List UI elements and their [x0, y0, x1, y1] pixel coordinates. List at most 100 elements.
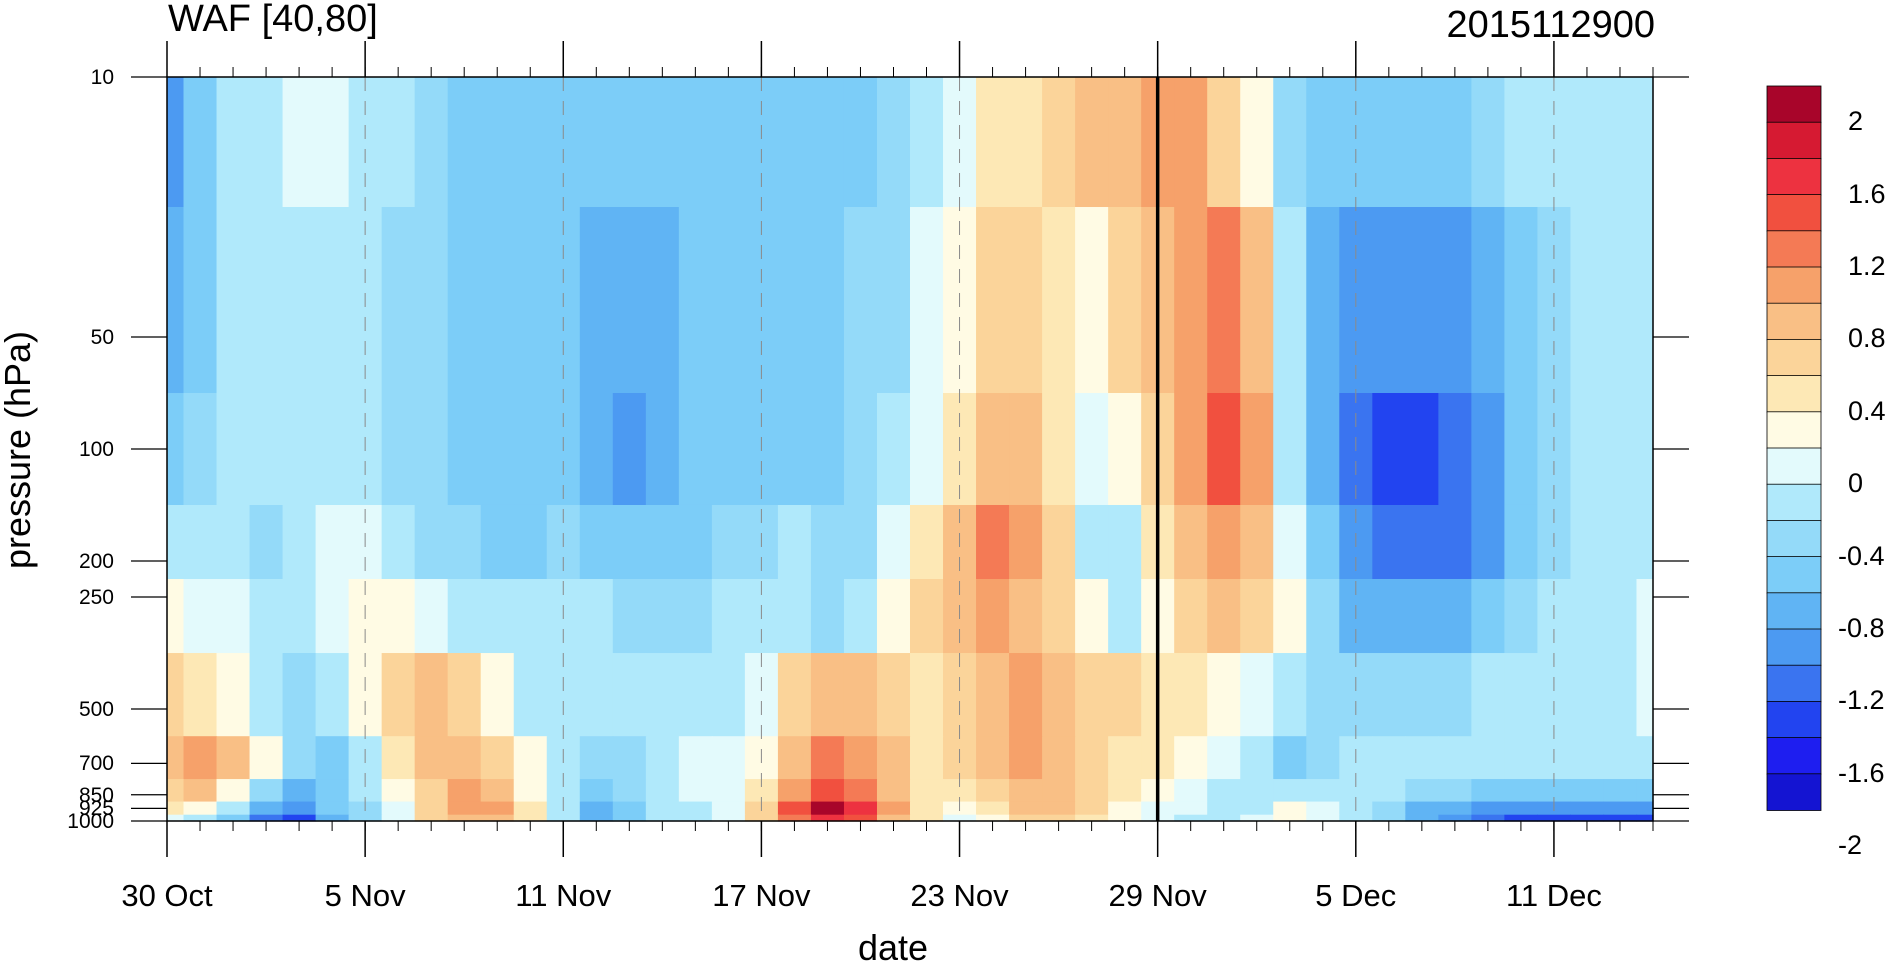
contour-cell — [1471, 814, 1505, 822]
contour-cell — [480, 207, 515, 394]
contour-cell — [876, 801, 911, 816]
contour-cell — [1207, 801, 1241, 816]
contour-cell — [1372, 801, 1406, 816]
contour-cell — [1438, 207, 1472, 394]
contour-cell — [315, 736, 350, 780]
contour-cell — [645, 504, 680, 580]
contour-cell — [1372, 207, 1406, 394]
contour-cell — [216, 77, 251, 208]
contour-cell — [1603, 653, 1638, 737]
chart-subtitle: 2015112900 — [1446, 4, 1655, 46]
contour-cell — [546, 77, 581, 208]
contour-cell — [183, 653, 218, 737]
contour-cell — [282, 736, 317, 780]
contour-cell — [645, 579, 680, 654]
contour-cell — [1009, 504, 1043, 580]
y-tick-label: 700 — [78, 752, 114, 776]
contour-cell — [381, 653, 416, 737]
contour-cell — [612, 801, 647, 816]
contour-cell — [1570, 207, 1605, 394]
contour-cell — [1042, 736, 1076, 780]
contour-cell — [1042, 207, 1076, 394]
contour-cell — [1603, 393, 1638, 506]
colorbar-label: 0 — [1848, 468, 1864, 499]
contour-cell — [1207, 779, 1241, 803]
contour-cell — [1471, 77, 1505, 208]
contour-cell — [777, 814, 812, 822]
contour-cell — [678, 579, 713, 654]
contour-cell — [282, 579, 317, 654]
contour-cell — [513, 779, 548, 803]
contour-cell — [480, 77, 515, 208]
contour-cell — [1108, 736, 1142, 780]
contour-cell — [1471, 393, 1505, 506]
contour-cell — [1438, 393, 1472, 506]
contour-cell — [1240, 814, 1274, 822]
contour-cell — [1207, 207, 1241, 394]
contour-cell — [976, 579, 1010, 654]
contour-cell — [1438, 77, 1472, 208]
contour-cell — [1438, 504, 1472, 580]
y-tick-label: 500 — [78, 698, 114, 722]
contour-cell — [513, 801, 548, 816]
contour-cell — [678, 736, 713, 780]
contour-cell — [1075, 77, 1109, 208]
contour-cell — [810, 393, 845, 506]
contour-cell — [1405, 77, 1439, 208]
contour-cell — [282, 77, 317, 208]
contour-cell — [1108, 653, 1142, 737]
contour-cell — [843, 579, 878, 654]
contour-cell — [843, 77, 878, 208]
colorbar-swatch — [1766, 664, 1822, 703]
contour-cell — [1273, 653, 1307, 737]
contour-cell — [381, 579, 416, 654]
contour-cell — [1636, 77, 1654, 208]
contour-cell — [777, 207, 812, 394]
contour-cell — [1240, 736, 1274, 780]
contour-cell — [315, 801, 350, 816]
contour-cell — [645, 207, 680, 394]
contour-cell — [1108, 207, 1142, 394]
contour-cell — [447, 579, 482, 654]
contour-cell — [1603, 77, 1638, 208]
contour-cell — [1009, 77, 1043, 208]
plot-frame — [166, 76, 1654, 822]
contour-cell — [777, 653, 812, 737]
contour-cell — [1306, 653, 1340, 737]
contour-cell — [513, 504, 548, 580]
contour-cell — [315, 77, 350, 208]
contour-cell — [1174, 801, 1208, 816]
contour-cell — [810, 207, 845, 394]
contour-cell — [976, 77, 1010, 208]
contour-cell — [513, 653, 548, 737]
contour-cell — [381, 801, 416, 816]
contour-cell — [1306, 736, 1340, 780]
contour-cell — [612, 653, 647, 737]
contour-cell — [513, 77, 548, 208]
contour-cell — [546, 779, 581, 803]
contour-cell — [1273, 77, 1307, 208]
contour-cell — [678, 653, 713, 737]
contour-cell — [943, 779, 977, 803]
contour-cell — [810, 504, 845, 580]
contour-cell — [1075, 653, 1109, 737]
contour-cell — [645, 393, 680, 506]
contour-cell — [612, 779, 647, 803]
contour-cell — [1009, 653, 1043, 737]
contour-cell — [513, 393, 548, 506]
contour-cell — [249, 504, 284, 580]
contour-cell — [1636, 207, 1654, 394]
contour-cell — [1471, 579, 1505, 654]
contour-cell — [414, 814, 449, 822]
contour-cell — [183, 801, 218, 816]
contour-cell — [1504, 393, 1539, 506]
chart-title: WAF [40,80] — [168, 0, 378, 40]
contour-cell — [976, 779, 1010, 803]
contour-cell — [843, 504, 878, 580]
contour-cell — [1042, 653, 1076, 737]
contour-cell — [1174, 579, 1208, 654]
contour-cell — [579, 504, 614, 580]
contour-cell — [1471, 736, 1505, 780]
contour-cell — [282, 504, 317, 580]
contour-cell — [876, 579, 911, 654]
